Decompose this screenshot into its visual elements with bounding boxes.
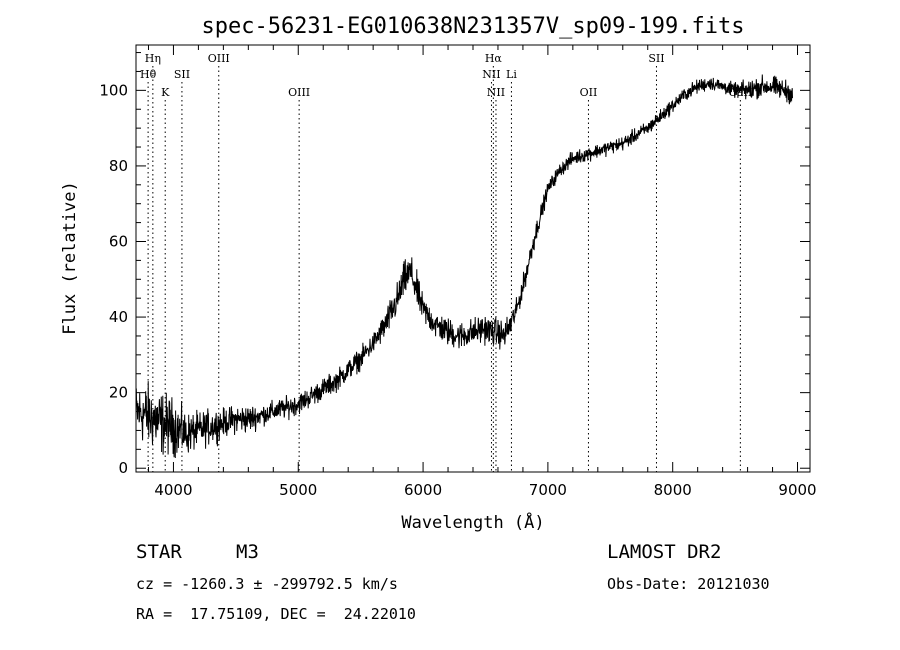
spectral-line-label: OIII bbox=[208, 52, 230, 65]
spectral-line-label: SII bbox=[648, 52, 664, 65]
y-tick-label: 60 bbox=[109, 232, 128, 250]
y-tick-label: 100 bbox=[99, 81, 128, 99]
spectral-line-label: OII bbox=[580, 86, 598, 99]
x-tick-label: 8000 bbox=[654, 481, 692, 499]
y-tick-label: 40 bbox=[109, 308, 128, 326]
spectral-line-label: Hα bbox=[485, 52, 503, 65]
object-type: STAR bbox=[136, 541, 182, 563]
survey-label: LAMOST DR2 bbox=[607, 541, 722, 563]
spectral-line-label: SII bbox=[174, 68, 190, 81]
plot-frame bbox=[135, 44, 811, 473]
y-tick-label: 0 bbox=[118, 459, 128, 477]
x-axis-label: Wavelength (Å) bbox=[401, 511, 544, 533]
x-tick-label: 6000 bbox=[404, 481, 442, 499]
x-tick-label: 4000 bbox=[154, 481, 192, 499]
spectral-line-label: Hθ bbox=[140, 68, 157, 81]
spectral-line-label: OIII bbox=[288, 86, 310, 99]
y-axis-label: Flux (relative) bbox=[60, 181, 80, 335]
axis-tick-labels: 4000 5000 6000 7000 8000 9000 0 20 40 60 80 100 bbox=[99, 81, 816, 499]
object-subclass: M3 bbox=[236, 541, 259, 563]
obs-date-line: Obs-Date: 20121030 bbox=[607, 575, 770, 593]
x-tick-label: 9000 bbox=[778, 481, 816, 499]
chart-title: spec-56231-EG010638N231357V_sp09-199.fit… bbox=[201, 14, 744, 39]
spectral-line-label: NII bbox=[482, 68, 500, 81]
radec-line: RA = 17.75109, DEC = 24.22010 bbox=[136, 605, 416, 623]
redshift-line: cz = -1260.3 ± -299792.5 km/s bbox=[136, 575, 398, 593]
spectral-line-label: K bbox=[161, 86, 170, 99]
spectral-line-label: NII bbox=[487, 86, 505, 99]
spectral-line-label: Hη bbox=[145, 52, 161, 65]
spectral-line-label: Li bbox=[506, 68, 517, 81]
y-tick-label: 20 bbox=[109, 384, 128, 402]
y-tick-label: 80 bbox=[109, 157, 128, 175]
x-tick-label: 7000 bbox=[529, 481, 567, 499]
x-tick-label: 5000 bbox=[279, 481, 317, 499]
spectrum-line bbox=[135, 74, 793, 459]
axis-ticks bbox=[136, 45, 810, 472]
